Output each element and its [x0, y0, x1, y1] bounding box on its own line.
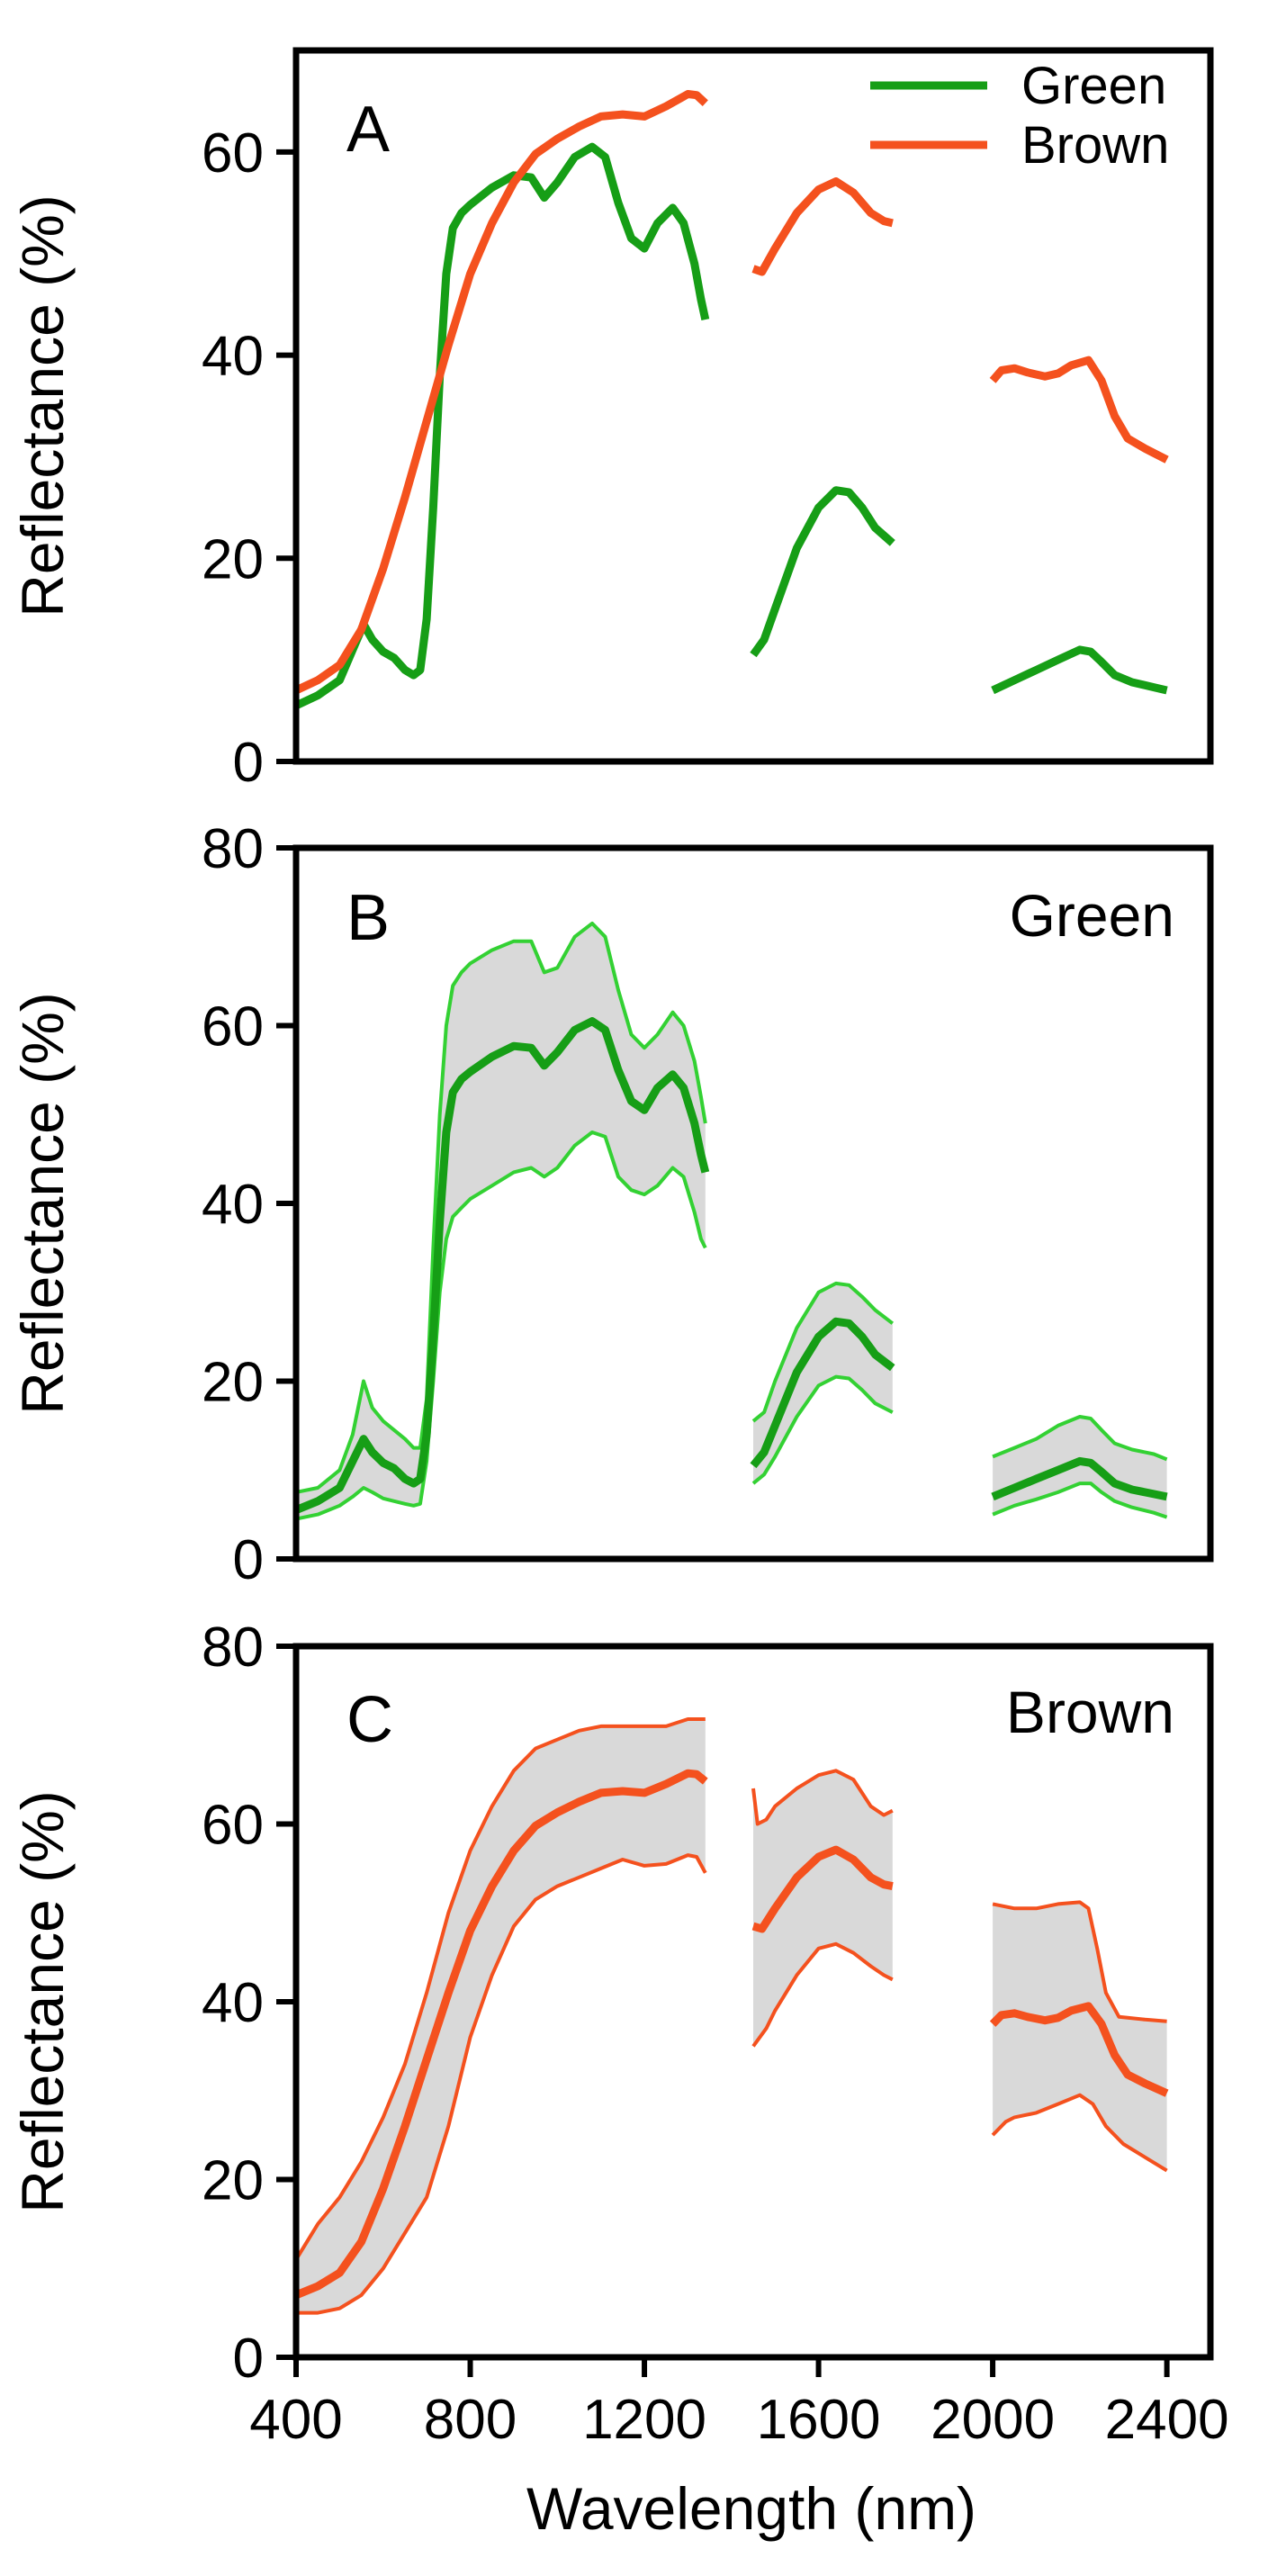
x-axis: 400 800 1200 1600 2000 2400	[249, 2357, 1229, 2451]
panel-a-green-line	[991, 645, 1168, 695]
panel-b-green-lower-line	[992, 1482, 1168, 1519]
legend-brown-label: Brown	[1021, 116, 1169, 175]
xtick-label: 800	[424, 2389, 517, 2451]
panel-c-ytick-label: 80	[202, 1617, 264, 1679]
panel-b-frame	[292, 844, 1214, 1563]
panel-b-ytick-label: 20	[202, 1352, 264, 1414]
panel-c-mean-line	[989, 2002, 1169, 2097]
panel-a-ytick-label: 40	[202, 326, 264, 388]
panel-b-ytick-label: 60	[202, 996, 264, 1058]
panel-b-ytick-label: 80	[202, 818, 264, 880]
panel-c-mean-line	[751, 1845, 894, 1933]
panel-c-range-band	[296, 1719, 706, 2313]
xtick-label: 1600	[757, 2389, 881, 2451]
panel-b-ytick-label: 0	[233, 1529, 264, 1591]
panel-a-ylabel: Reflectance (%)	[9, 194, 76, 617]
panel-a-brown-line	[751, 177, 894, 276]
panel-b-mean-line	[294, 1017, 710, 1514]
panel-a-brown-line	[989, 356, 1169, 464]
panel-a-ytick-label: 20	[202, 528, 264, 590]
panel-b: 0 20 40 60 80 B Green Reflectance (%)	[9, 818, 1214, 1591]
panel-b-ylabel: Reflectance (%)	[9, 992, 76, 1415]
panel-c-ytick-label: 60	[202, 1795, 264, 1857]
panel-c-series	[294, 1717, 1169, 2315]
panel-a-frame	[292, 47, 1214, 765]
panel-a-y-axis: 0 20 40 60	[202, 122, 296, 794]
panel-b-green-lower-line	[295, 1130, 707, 1521]
panel-a-series	[294, 90, 1169, 709]
panel-b-mean-line	[750, 1317, 895, 1469]
xtick-label: 1200	[582, 2389, 706, 2451]
panel-b-mean-line	[991, 1456, 1168, 1501]
panel-a-ytick-label: 0	[233, 732, 264, 794]
panel-b-ytick-label: 40	[202, 1174, 264, 1236]
panel-c-ytick-label: 20	[202, 2150, 264, 2212]
panel-c-letter: C	[346, 1684, 393, 1756]
panel-c: 0 20 40 60 80 400 800 1200 1600 2000 2400 C Brown…	[9, 1617, 1229, 2451]
x-axis-title: Wavelength (nm)	[526, 2475, 976, 2542]
panel-c-frame	[292, 1643, 1214, 2361]
panel-c-ylabel: Reflectance (%)	[9, 1790, 76, 2213]
panel-b-range-band	[296, 923, 706, 1519]
panel-a-ytick-label: 60	[202, 122, 264, 185]
panel-b-series	[294, 921, 1168, 1521]
panel-b-range-band	[993, 1417, 1167, 1518]
panel-b-green-lower-line	[751, 1374, 894, 1485]
panel-b-letter: B	[346, 882, 390, 954]
panel-a-green-line	[294, 142, 710, 709]
panel-c-brown-lower-line	[296, 1853, 707, 2315]
panel-a-brown-line	[294, 90, 708, 695]
panel-c-mean-line	[294, 1769, 708, 2300]
panel-b-y-axis: 0 20 40 60 80	[202, 818, 296, 1591]
panel-a-green-line	[750, 486, 895, 658]
panel-b-green-upper-line	[295, 921, 707, 1494]
xtick-label: 2400	[1105, 2389, 1229, 2451]
panel-c-ytick-label: 40	[202, 1972, 264, 2034]
panel-a: 0 20 40 60 A Reflectance (%) Green Brown	[9, 47, 1214, 794]
panel-b-name: Green	[1010, 882, 1174, 949]
legend-green-label: Green	[1021, 57, 1166, 115]
panel-c-brown-upper-line	[992, 1900, 1167, 2023]
panel-c-ytick-label: 0	[233, 2328, 264, 2390]
panel-c-brown-lower-line	[991, 2093, 1168, 2173]
panel-c-brown-upper-line	[294, 1717, 706, 2261]
panel-c-brown-upper-line	[751, 1769, 894, 1826]
panel-c-name: Brown	[1006, 1679, 1174, 1745]
panel-c-range-band	[993, 1902, 1167, 2171]
panel-a-letter: A	[346, 94, 390, 166]
xtick-label: 2000	[931, 2389, 1055, 2451]
panel-b-green-upper-line	[751, 1281, 895, 1423]
panel-c-y-axis: 0 20 40 60 80	[202, 1617, 296, 2390]
panel-b-green-upper-line	[992, 1415, 1168, 1462]
panel-c-brown-lower-line	[751, 1941, 894, 2048]
xtick-label: 400	[249, 2389, 342, 2451]
panel-c-range-band	[753, 1770, 893, 2047]
legend: Green Brown	[870, 57, 1169, 175]
